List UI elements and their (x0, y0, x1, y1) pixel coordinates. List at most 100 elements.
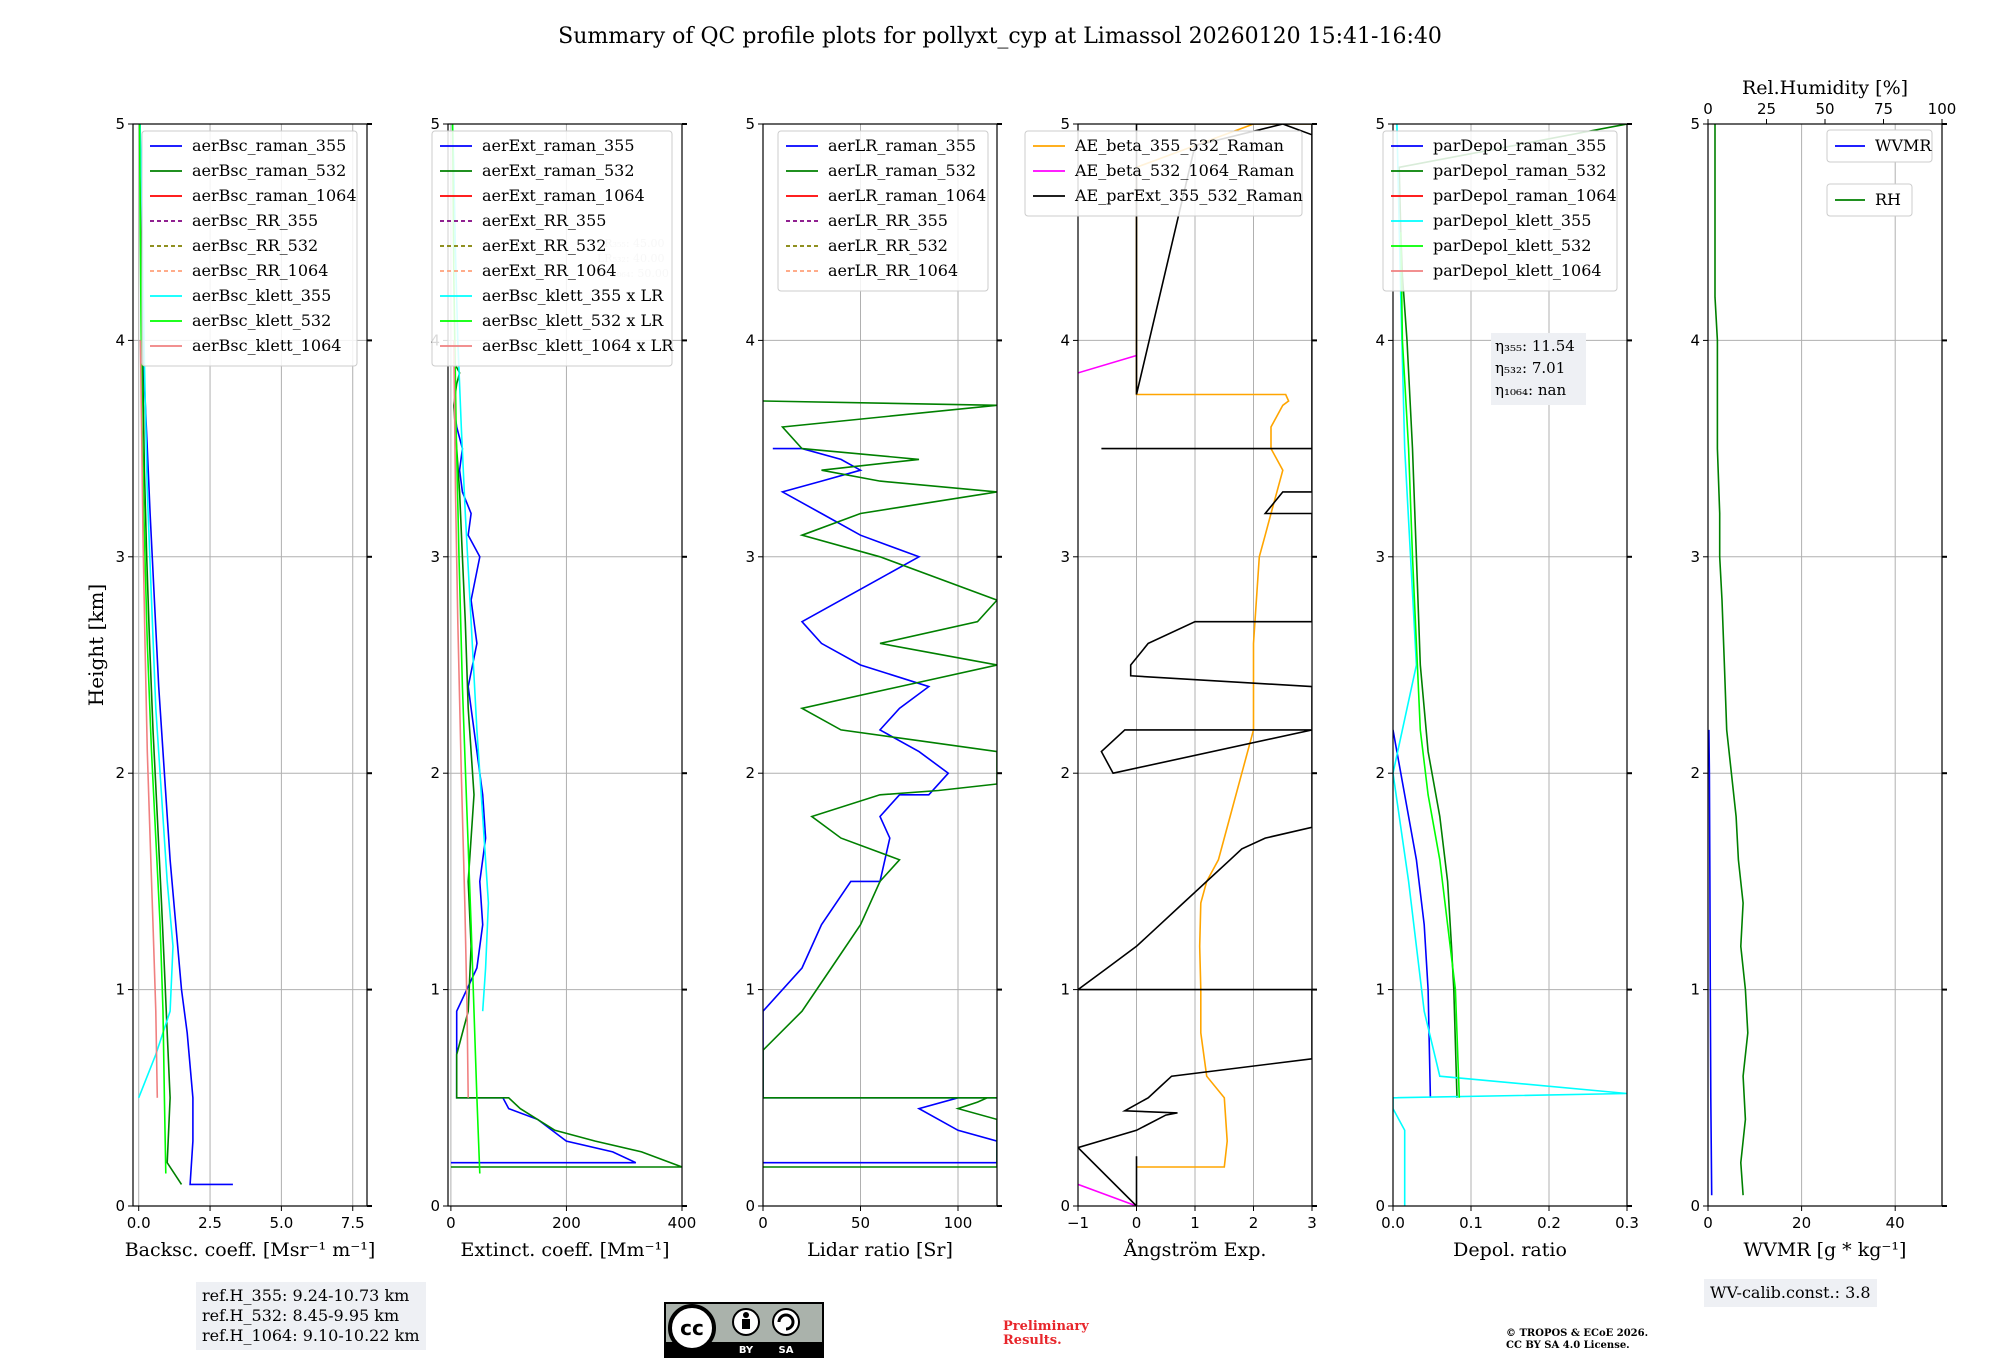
x-tick-label: 400 (668, 1214, 697, 1232)
preliminary-results-note: Preliminary Results. (1003, 1320, 1089, 1348)
series-line-AE_beta_532_1064_Raman_upper (1078, 354, 1137, 374)
y-tick-label: 1 (1375, 981, 1385, 999)
legend-label: RH (1875, 190, 1901, 209)
x-tick-label: 0 (1132, 1214, 1142, 1232)
series-group (450, 124, 682, 1174)
y-tick-label: 2 (1060, 764, 1070, 782)
legend-label: aerExt_raman_355 (482, 136, 635, 155)
ref-height-532: ref.H_532: 8.45-9.95 km (202, 1306, 400, 1325)
y-tick-label: 2 (1690, 764, 1700, 782)
depol-calib-box (1491, 333, 1586, 405)
legend-label: aerExt_raman_1064 (482, 186, 645, 205)
figure-title: Summary of QC profile plots for pollyxt_… (558, 24, 1442, 49)
y-tick-label: 5 (1690, 115, 1700, 133)
series-line-WVMR (1708, 729, 1713, 1196)
series-group (1708, 124, 1749, 1196)
x-axis-label: WVMR [g * kg⁻¹] (1744, 1239, 1907, 1261)
x-tick-label: 0.0 (1381, 1214, 1405, 1232)
y-tick-label: 4 (1060, 331, 1070, 349)
copyright-line-2: CC BY SA 4.0 License. (1506, 1340, 1630, 1351)
y-tick-label: 2 (430, 764, 440, 782)
reference-heights-box: ref.H_355: 9.24-10.73 km ref.H_532: 8.45… (196, 1282, 426, 1350)
legend-label: aerLR_raman_355 (828, 136, 976, 155)
legend-label: aerExt_RR_1064 (482, 261, 617, 280)
chart-panels: 0 1 2 3 4 5 0.0 2.5 5.0 7.5 Backsc. coeff. [Msr⁻¹ … (115, 77, 1956, 1261)
x-tick-label: 1 (1190, 1214, 1200, 1232)
y-tick-label: 3 (115, 548, 125, 566)
legend-box (1382, 130, 1618, 292)
x-axis-label: Lidar ratio [Sr] (807, 1239, 953, 1261)
legend-label: parDepol_raman_355 (1433, 136, 1606, 155)
ref-height-355: ref.H_355: 9.24-10.73 km (202, 1286, 410, 1305)
y-tick-label: 5 (745, 115, 755, 133)
legend-label: aerBsc_klett_355 x LR (482, 286, 664, 305)
preliminary-line-2: Results. (1003, 1333, 1062, 1348)
x-tick-label: 50 (851, 1214, 870, 1232)
x-axis-label: Extinct. coeff. [Mm⁻¹] (460, 1239, 669, 1261)
series-line-AE_beta_532_1064_Raman (1078, 1183, 1137, 1206)
legend-box (1826, 183, 1913, 217)
y-tick-label: 0 (1690, 1197, 1700, 1215)
x-tick-label: 2 (1249, 1214, 1259, 1232)
legend-box (1826, 129, 1933, 163)
x-tick-label: 0 (1703, 1214, 1713, 1232)
series-group (1078, 124, 1312, 1206)
y-tick-label: 0 (1375, 1197, 1385, 1215)
y-tick-label: 5 (1375, 115, 1385, 133)
y-tick-label: 3 (1375, 548, 1385, 566)
top-x-tick-label: 75 (1874, 100, 1893, 118)
depol-calib-text: η₃₅₅: 11.54 (1495, 337, 1575, 355)
series-line-aerBsc_klett_532 (138, 124, 167, 1174)
cc-by-sa-license-icon: cc BY SA (664, 1302, 824, 1358)
y-tick-label: 0 (430, 1197, 440, 1215)
y-axis-label: Height [km] (84, 584, 108, 706)
legend-label: aerLR_RR_355 (828, 211, 948, 230)
legend-label: aerExt_RR_532 (482, 236, 606, 255)
y-tick-label: 3 (430, 548, 440, 566)
by-label: BY (739, 1345, 754, 1356)
cc-mark: cc (680, 1316, 704, 1340)
y-tick-label: 0 (745, 1197, 755, 1215)
x-tick-label: 0.1 (1459, 1214, 1483, 1232)
x-tick-label: 5.0 (269, 1214, 293, 1232)
x-tick-label: 200 (552, 1214, 581, 1232)
x-tick-label: −1 (1067, 1214, 1089, 1232)
x-tick-label: 0.2 (1537, 1214, 1561, 1232)
series-line-RH (1714, 124, 1749, 1196)
top-axis-label: Rel.Humidity [%] (1742, 77, 1908, 99)
y-tick-label: 1 (430, 981, 440, 999)
legend-box (1024, 130, 1303, 217)
y-tick-label: 4 (1690, 331, 1700, 349)
legend-label: aerBsc_klett_1064 (192, 336, 341, 355)
legend-label: aerBsc_raman_532 (192, 161, 346, 180)
legend-label: aerBsc_klett_532 (192, 311, 331, 330)
legend-label: aerBsc_RR_1064 (192, 261, 328, 280)
y-tick-label: 3 (1060, 548, 1070, 566)
y-tick-label: 1 (745, 981, 755, 999)
series-line-aerExt_raman_355 (450, 405, 637, 1164)
plot-frame (1707, 123, 1943, 1207)
legend-label: WVMR (1875, 136, 1932, 155)
legend-label: aerBsc_raman_1064 (192, 186, 357, 205)
legend-label: aerBsc_RR_355 (192, 211, 318, 230)
plot-frame (447, 123, 683, 1207)
y-tick-label: 5 (115, 115, 125, 133)
top-x-tick-label: 50 (1815, 100, 1834, 118)
depol-calib-text: η₁₀₆₄: nan (1495, 381, 1566, 399)
series-line-parDepol_klett_532 (1400, 232, 1461, 1098)
y-tick-label: 2 (1375, 764, 1385, 782)
x-tick-label: 2.5 (198, 1214, 222, 1232)
legend-label: aerLR_raman_532 (828, 161, 976, 180)
y-tick-label: 5 (1060, 115, 1070, 133)
legend-label: aerLR_RR_1064 (828, 261, 958, 280)
ref-height-1064: ref.H_1064: 9.10-10.22 km (202, 1326, 420, 1345)
plot-frame (1392, 123, 1628, 1207)
depol-calib-text: η₅₃₂: 7.01 (1495, 359, 1565, 377)
legend-label: AE_beta_532_1064_Raman (1074, 161, 1294, 180)
legend-label: aerExt_raman_532 (482, 161, 635, 180)
copyright-note: © TROPOS & ECoE 2026. CC BY SA 4.0 Licen… (1506, 1328, 1648, 1352)
series-line-aerLR_raman_532 (763, 400, 997, 1168)
